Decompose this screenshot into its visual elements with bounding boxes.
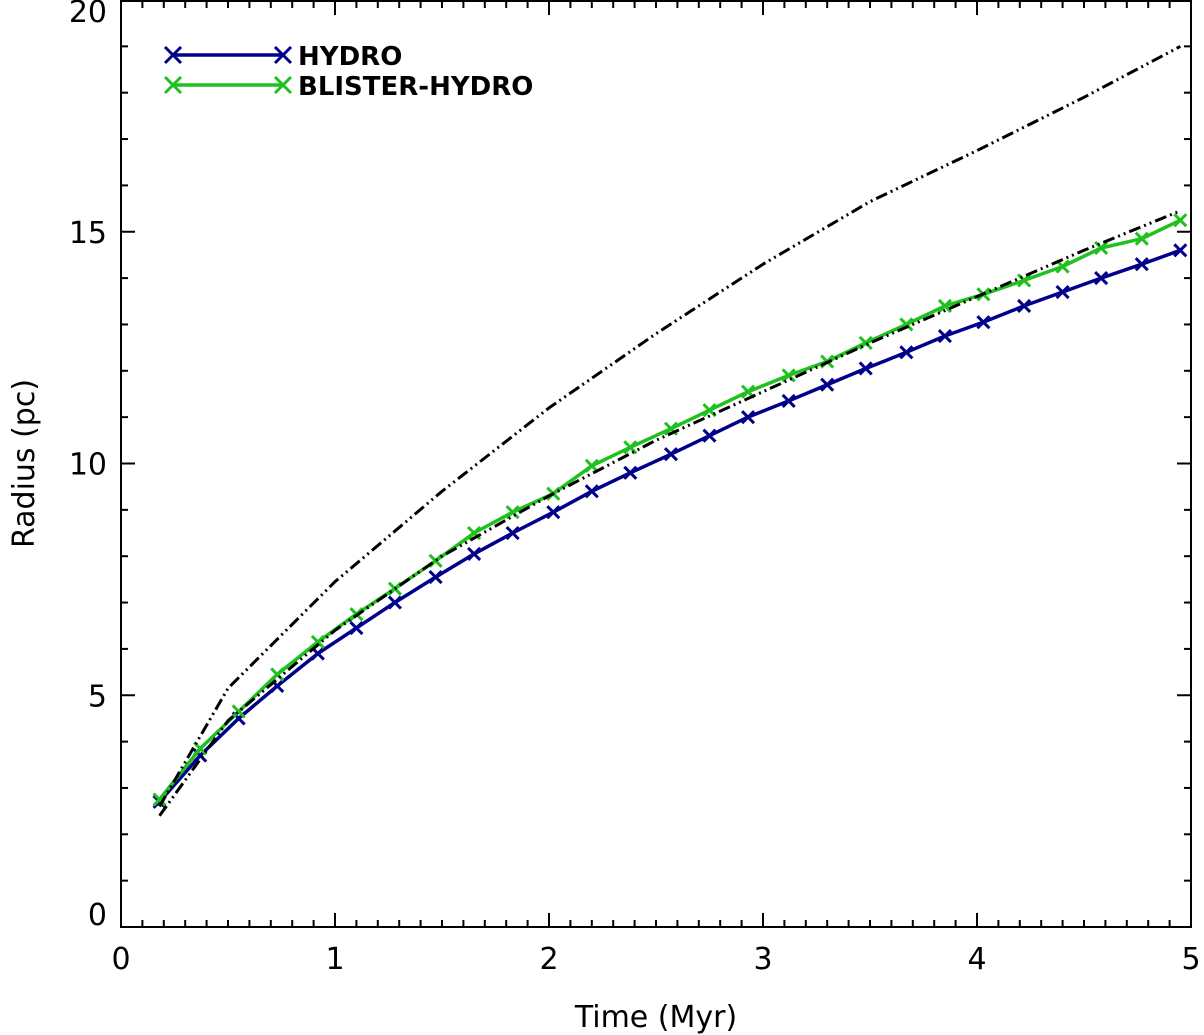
y-tick-label: 5: [88, 679, 107, 714]
data-point-marker: [270, 678, 285, 694]
series-0: [152, 243, 1188, 809]
series-line: [158, 45, 1182, 808]
data-point-marker: [1055, 259, 1070, 274]
x-tick-label: 3: [753, 942, 772, 977]
axis-ticks: [120, 0, 1192, 928]
data-point-marker: [623, 465, 638, 480]
data-point-marker: [584, 484, 599, 499]
data-point-marker: [781, 368, 796, 383]
legend-marker: [163, 75, 183, 95]
legend-marker: [273, 75, 293, 95]
plot-border: [120, 0, 1192, 928]
x-axis-title: Time (Myr): [574, 1000, 737, 1035]
data-point-marker: [193, 741, 208, 756]
data-point-marker: [1134, 231, 1149, 246]
y-tick-label: 20: [69, 0, 107, 30]
data-point-marker: [937, 328, 952, 344]
data-point-marker: [899, 345, 914, 360]
y-axis-title: Radius (pc): [7, 379, 42, 548]
data-point-marker: [1134, 257, 1149, 272]
data-point-marker: [740, 410, 756, 425]
data-point-marker: [349, 620, 364, 636]
legend-label: HYDRO: [298, 42, 402, 72]
data-point-marker: [740, 384, 756, 399]
data-point-marker: [1017, 273, 1032, 288]
data-point-marker: [546, 505, 561, 520]
data-point-marker: [1017, 298, 1032, 313]
data-point-marker: [387, 595, 402, 610]
x-tick-label: 5: [1181, 942, 1200, 977]
data-point-marker: [976, 315, 991, 330]
data-point-marker: [505, 505, 520, 520]
data-point-marker: [1094, 271, 1109, 286]
legend-marker: [163, 45, 183, 65]
x-tick-label: 1: [325, 942, 344, 977]
series-3: [158, 45, 1182, 808]
series-layer: [152, 45, 1188, 817]
series-line: [158, 248, 1181, 804]
data-point-marker: [584, 458, 599, 473]
data-point-marker: [428, 569, 443, 585]
data-point-marker: [1173, 243, 1188, 258]
data-point-marker: [231, 704, 246, 719]
y-tick-label: 15: [69, 216, 107, 251]
data-point-marker: [1173, 213, 1188, 228]
data-point-marker: [781, 393, 796, 408]
data-point-marker: [467, 525, 482, 541]
data-point-marker: [702, 403, 717, 418]
data-point-marker: [858, 361, 873, 376]
data-point-marker: [663, 447, 679, 462]
data-point-marker: [310, 646, 325, 661]
data-point-marker: [820, 377, 835, 392]
data-point-marker: [702, 428, 717, 443]
data-point-marker: [1055, 284, 1070, 300]
y-tick-label: 0: [88, 898, 107, 933]
y-tick-label: 10: [69, 448, 107, 483]
tick-labels: 0 1 2 3 4 5 0 5 10 15 20: [69, 0, 1201, 977]
data-point-marker: [467, 546, 482, 561]
legend-label: BLISTER-HYDRO: [298, 72, 533, 102]
data-point-marker: [270, 667, 285, 682]
data-point-marker: [152, 792, 167, 807]
data-point-marker: [937, 298, 952, 313]
x-tick-label: 4: [967, 942, 986, 977]
data-point-marker: [663, 421, 679, 436]
data-point-marker: [505, 525, 520, 541]
legend-marker: [273, 45, 293, 65]
data-point-marker: [1094, 240, 1109, 256]
plot-frame: [120, 0, 1192, 928]
x-tick-label: 0: [111, 942, 130, 977]
data-point-marker: [623, 440, 638, 455]
x-tick-label: 2: [539, 942, 558, 977]
data-point-marker: [310, 634, 325, 650]
